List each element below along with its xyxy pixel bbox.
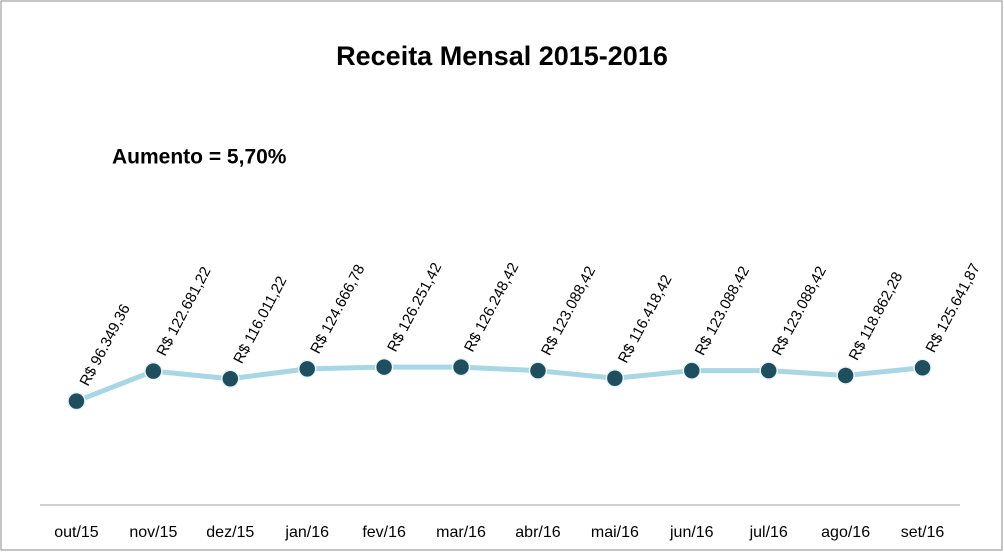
marker	[682, 361, 702, 380]
marker	[913, 358, 932, 378]
x-tick-label: jan/16	[284, 524, 329, 541]
x-tick-label: ago/16	[821, 524, 870, 541]
marker	[297, 359, 317, 379]
line	[75, 364, 923, 404]
marker	[836, 366, 855, 385]
x-tick-label: out/15	[54, 524, 99, 541]
x-tick-label: jul/16	[749, 524, 788, 541]
marker	[528, 361, 548, 380]
x-tick-label: nov/15	[129, 524, 177, 541]
marker	[759, 361, 778, 380]
marker	[221, 369, 240, 388]
marker	[67, 391, 86, 411]
chart-title: Receita Mensal 2015-2016	[336, 41, 668, 71]
x-tick-label: dez/15	[206, 524, 254, 541]
x-tick-label: abr/16	[515, 524, 560, 541]
x-tick-label: fev/16	[362, 524, 406, 541]
x-tick-label: mai/16	[591, 524, 639, 541]
marker	[605, 369, 625, 388]
marker	[374, 357, 394, 377]
x-tick-label: set/16	[901, 524, 945, 541]
x-tick-label: mar/16	[436, 524, 486, 541]
annotation: Aumento = 5,70%	[112, 146, 287, 169]
marker	[451, 357, 471, 377]
x-tick-label: jun/16	[669, 524, 714, 541]
marker	[144, 361, 163, 381]
